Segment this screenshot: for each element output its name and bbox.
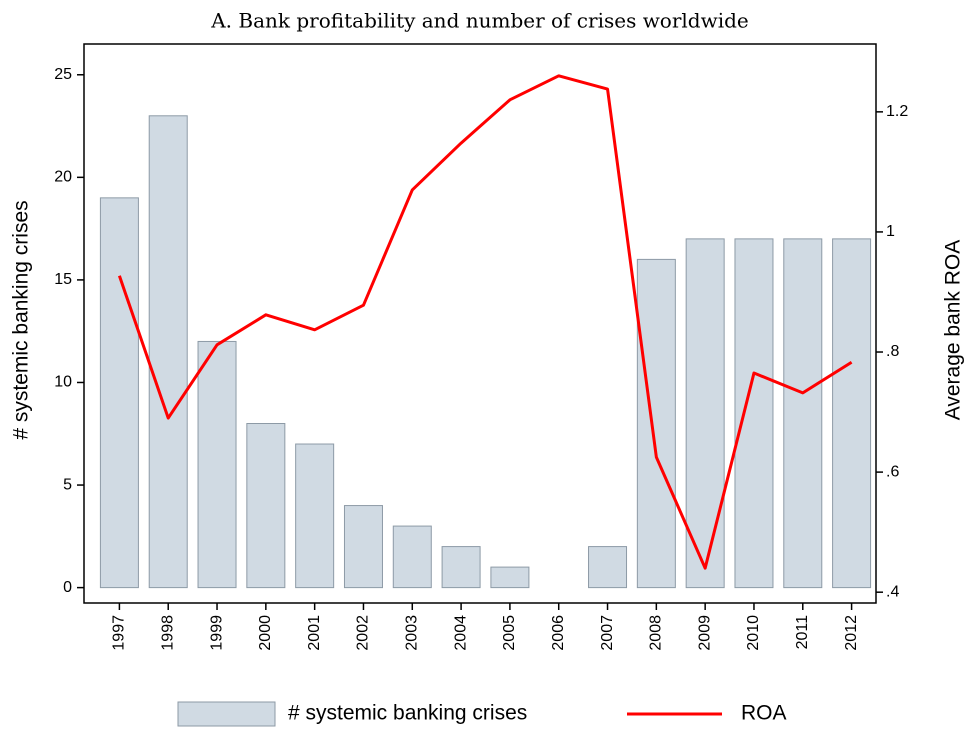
bar — [392, 525, 432, 589]
bar — [246, 423, 286, 589]
y-tick-label: 20 — [54, 169, 72, 186]
y-tick-label: 5 — [63, 476, 72, 493]
bar — [685, 238, 725, 589]
bar — [441, 546, 481, 589]
x-tick-label: 1997 — [111, 615, 128, 651]
x-tick-label: 2001 — [306, 615, 323, 651]
bar — [636, 258, 676, 589]
bar — [783, 238, 823, 589]
legend-label: # systemic banking crises — [288, 702, 527, 725]
chart-title: A. Bank profitability and number of cris… — [210, 9, 749, 33]
y2-tick-label: .8 — [886, 343, 899, 360]
bar — [490, 566, 530, 589]
x-tick-label: 1998 — [159, 615, 176, 651]
bar — [99, 197, 139, 589]
bar — [148, 115, 188, 589]
x-tick-label: 2011 — [794, 615, 811, 650]
x-tick-label: 2008 — [648, 615, 665, 651]
x-tick-label: 2007 — [599, 615, 616, 651]
y-tick-label: 0 — [63, 579, 72, 596]
legend-label: ROA — [741, 702, 787, 725]
y2-tick-label: 1 — [886, 223, 895, 240]
x-tick-label: 2003 — [404, 615, 421, 651]
x-tick-label: 2004 — [452, 615, 469, 651]
x-tick-label: 2000 — [257, 615, 274, 651]
bar — [588, 546, 628, 589]
y2-tick-label: .4 — [886, 583, 899, 600]
x-tick-label: 1999 — [208, 615, 225, 651]
y2-tick-label: 1.2 — [886, 103, 908, 120]
x-tick-label: 2009 — [696, 615, 713, 651]
legend-swatch — [177, 701, 276, 727]
bar — [734, 238, 774, 589]
bar — [197, 340, 237, 589]
y-tick-label: 25 — [54, 66, 72, 83]
y2-tick-label: .6 — [886, 463, 899, 480]
x-tick-label: 2002 — [355, 615, 372, 651]
bar — [343, 505, 383, 589]
bar — [832, 238, 872, 589]
bar — [295, 443, 335, 589]
line — [117, 74, 853, 570]
x-tick-label: 2005 — [501, 615, 518, 651]
y-tick-label: 10 — [54, 374, 72, 391]
x-tick-label: 2006 — [550, 615, 567, 651]
y2-axis-label: Average bank ROA — [942, 240, 965, 421]
x-tick-label: 2010 — [745, 615, 762, 651]
x-tick-label: 2012 — [843, 615, 860, 651]
y-tick-label: 15 — [54, 271, 72, 288]
plot-frame — [83, 43, 877, 604]
y-axis-label: # systemic banking crises — [10, 200, 33, 439]
